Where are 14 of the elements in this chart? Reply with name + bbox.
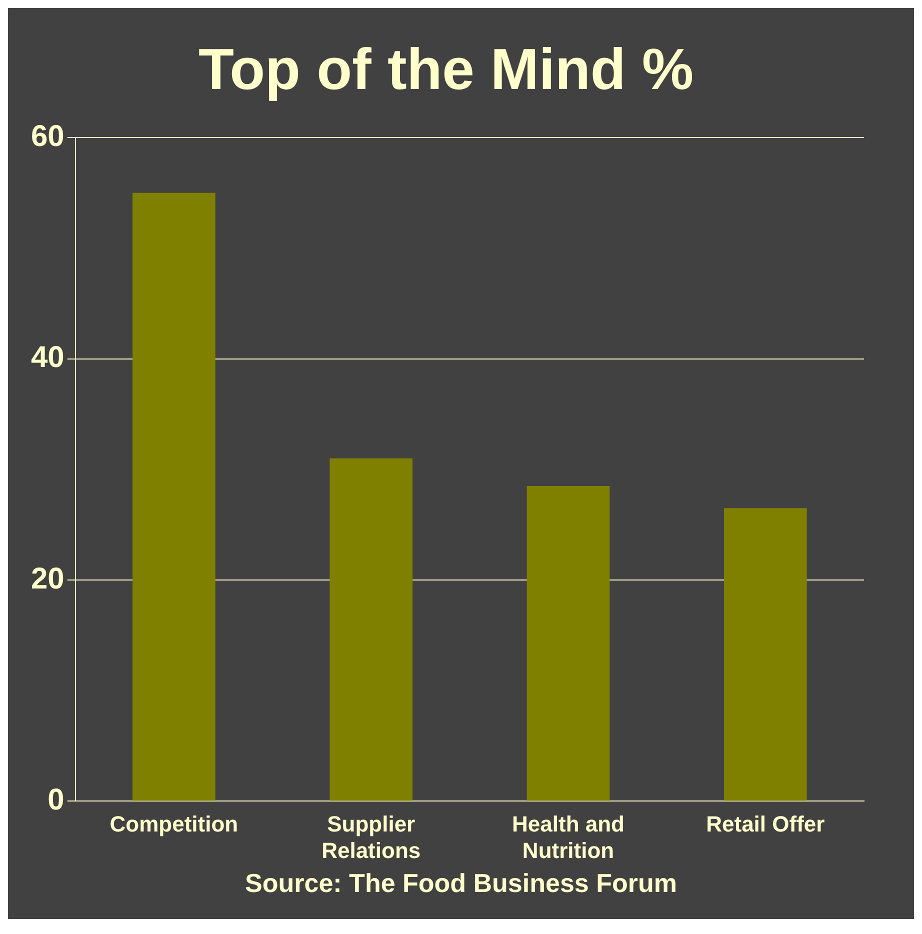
y-tick-label: 0: [48, 783, 64, 816]
y-tick-label: 40: [30, 341, 64, 374]
bar: [132, 192, 216, 801]
x-tick-label: Supplier Relations: [322, 811, 421, 863]
y-tick-label: 60: [30, 120, 64, 153]
bar: [330, 458, 413, 801]
source-note: Source: The Food Business Forum: [244, 868, 678, 900]
x-tick-label: Health and Nutrition: [512, 811, 624, 863]
bar: [526, 486, 610, 801]
y-tick-label: 20: [30, 562, 64, 596]
x-tick-label: Competition: [110, 811, 238, 836]
x-tick-label: Retail Offer: [706, 811, 826, 836]
bar: [724, 508, 807, 801]
chart-title: Top of the Mind %: [198, 36, 694, 102]
